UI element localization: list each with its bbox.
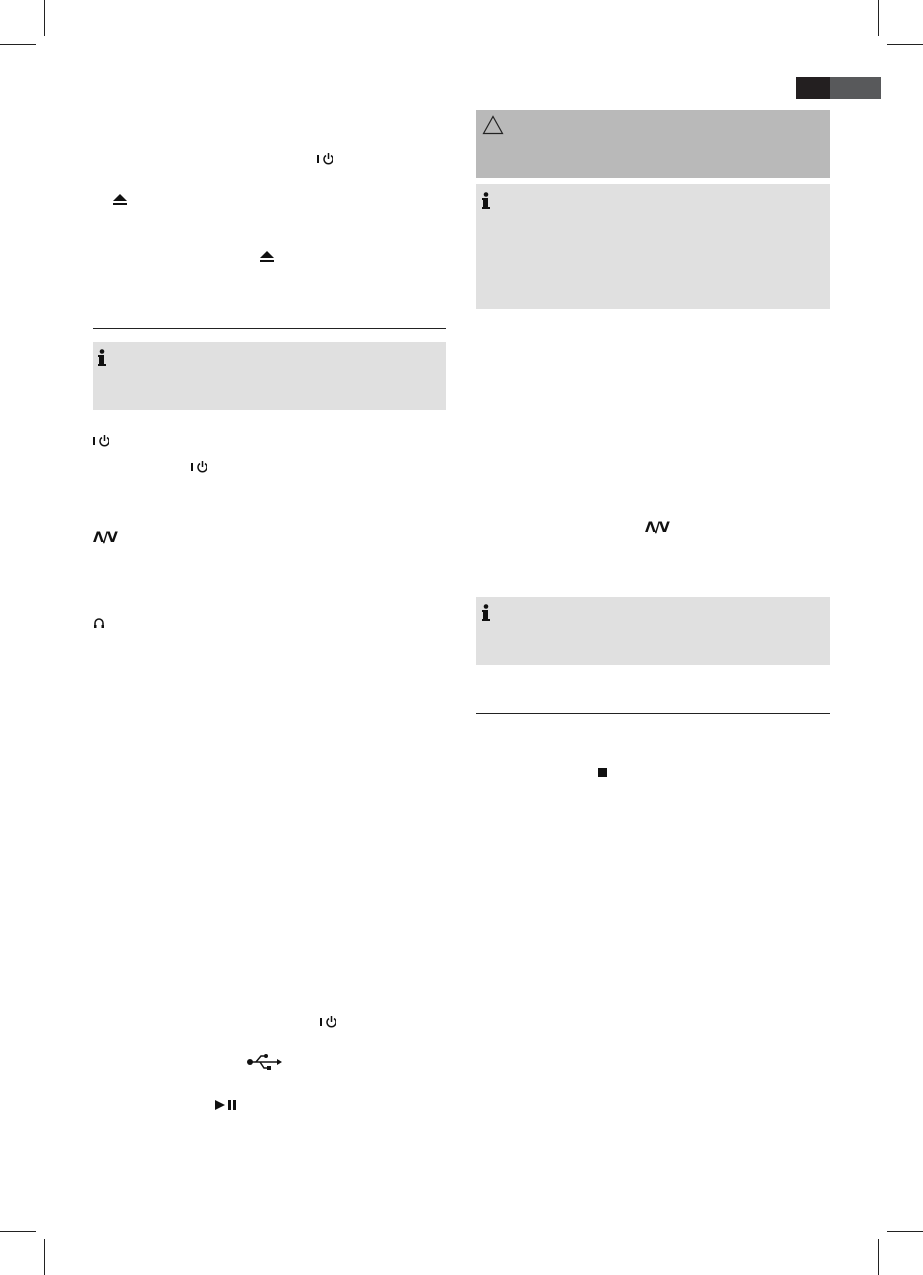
warning-icon [482,115,504,139]
section-divider [476,713,830,714]
crop-mark [44,0,45,36]
headphone-icon [93,614,105,633]
section-divider [93,328,446,329]
language-tab-gray [830,77,881,99]
info-icon [481,192,491,214]
warning-box [476,110,830,178]
up-down-symbol: Λ/V [645,520,670,536]
power-icon [93,434,110,448]
power-icon [317,152,334,166]
info-icon [97,349,107,371]
crop-mark [44,1239,45,1275]
info-box [93,342,446,410]
eject-icon [112,192,128,211]
eject-icon [259,249,275,268]
crop-mark [0,44,36,45]
crop-mark [887,1231,923,1232]
crop-mark [878,1239,879,1275]
power-icon [320,1015,337,1029]
crop-mark [0,1231,36,1232]
info-icon [481,604,491,626]
stop-icon [598,768,607,777]
crop-mark [887,44,923,45]
crop-mark [878,0,879,36]
power-icon [191,460,208,474]
play-pause-icon [215,1095,237,1114]
usb-icon [247,1053,283,1075]
language-tab-dark [796,77,830,99]
up-down-symbol: Λ/V [93,530,118,546]
info-box [476,184,830,309]
info-box [476,597,830,665]
